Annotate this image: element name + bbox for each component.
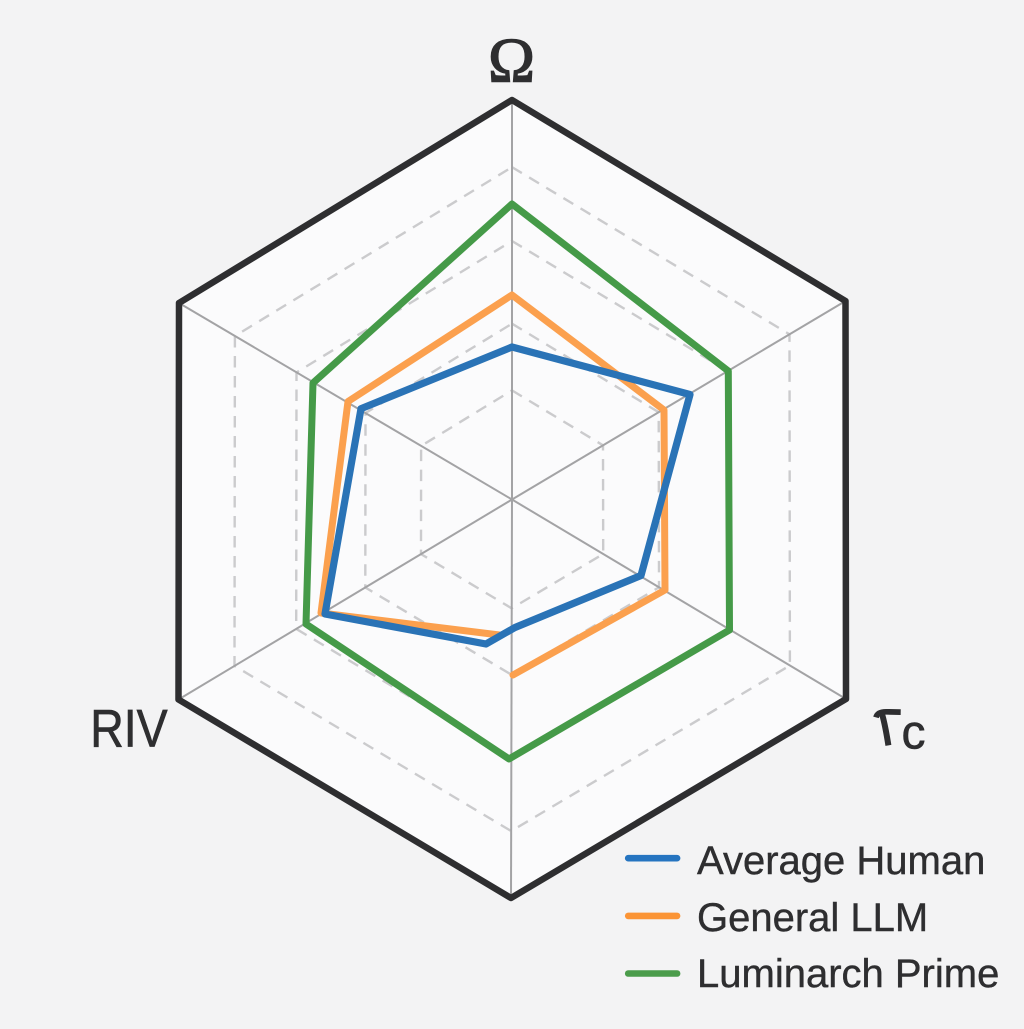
svg-text:Ω: Ω <box>488 26 535 96</box>
svg-text:c: c <box>902 707 926 760</box>
svg-text:Average Human: Average Human <box>697 839 985 883</box>
svg-text:RIV: RIV <box>90 699 168 758</box>
svg-text:Luminarch Prime: Luminarch Prime <box>697 952 999 996</box>
svg-text:General LLM: General LLM <box>697 896 928 940</box>
